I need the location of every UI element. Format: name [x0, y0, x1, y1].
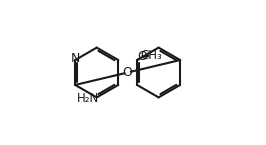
- Text: N: N: [71, 52, 80, 65]
- Text: CH₃: CH₃: [140, 49, 162, 62]
- Text: O: O: [123, 66, 133, 79]
- Text: O: O: [138, 50, 148, 63]
- Text: H₂N: H₂N: [77, 92, 99, 105]
